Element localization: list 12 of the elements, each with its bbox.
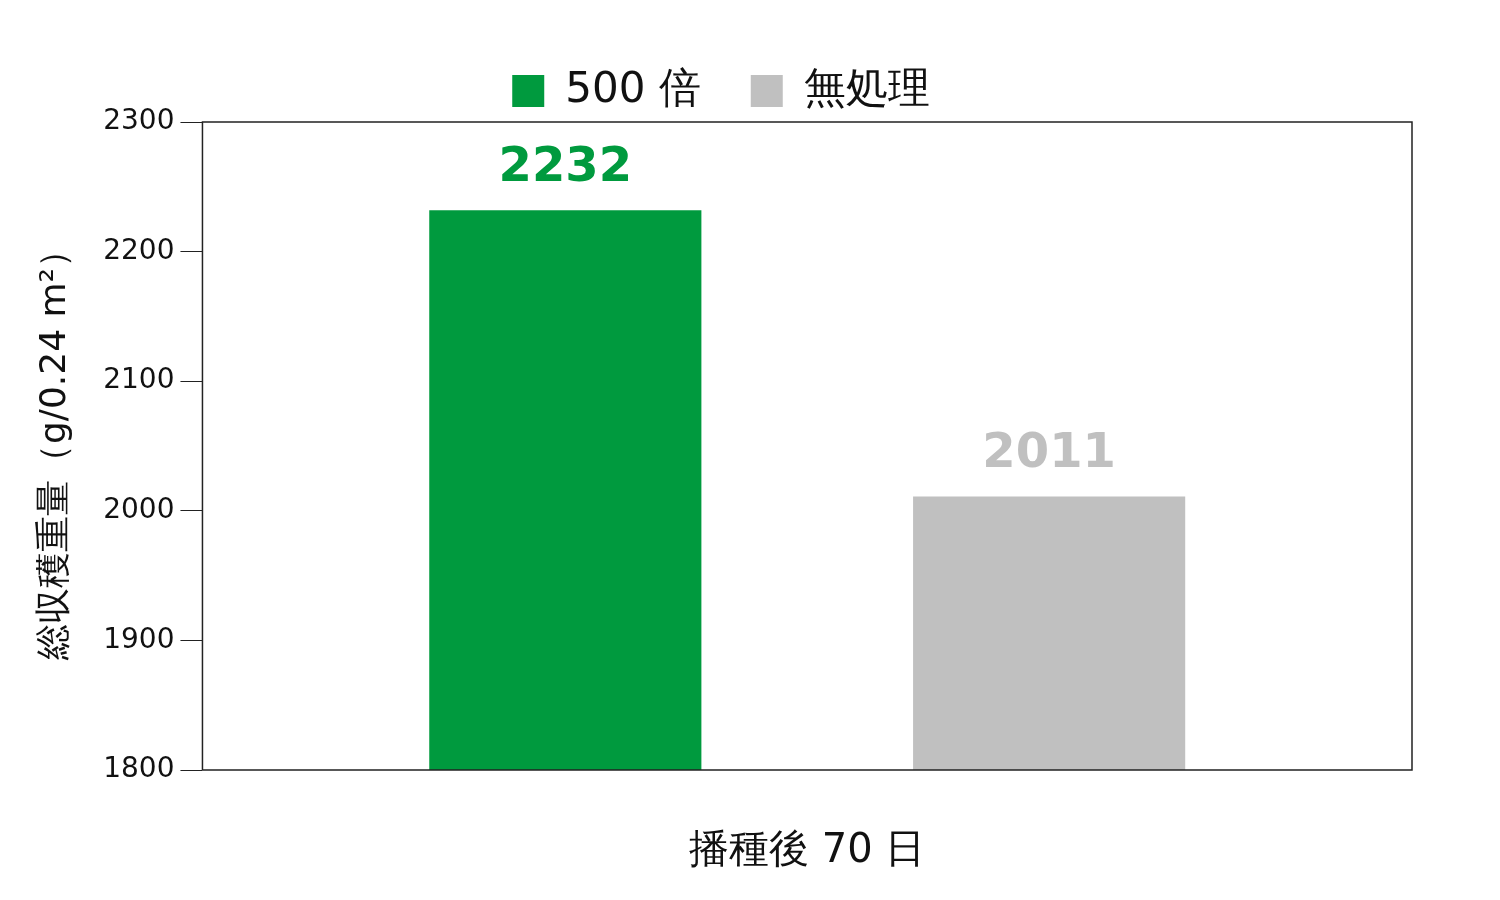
y-tick-label: 2100 [103, 362, 175, 396]
x-axis-title: 播種後 70 日 [689, 825, 926, 872]
legend-label: 500 倍 [565, 62, 701, 112]
legend-label: 無処理 [803, 62, 930, 112]
y-tick-label: 2000 [103, 492, 175, 526]
y-tick-label: 1800 [103, 751, 175, 785]
data-label: 2232 [498, 135, 633, 192]
y-tick-label: 1900 [103, 621, 175, 655]
y-tick-label: 2300 [103, 103, 175, 137]
y-axis-title: 総収穫重量（g/0.24 m²） [31, 231, 73, 662]
y-tick-label: 2200 [103, 232, 175, 266]
data-label: 2011 [982, 422, 1116, 479]
